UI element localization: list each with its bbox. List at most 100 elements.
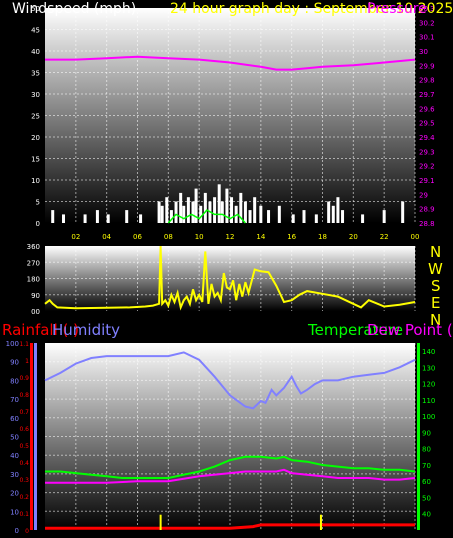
windspeed-x-tick: 10 <box>195 233 204 241</box>
windspeed-bar <box>95 210 99 223</box>
windspeed-bar <box>259 205 263 223</box>
windspeed-bar <box>230 197 234 223</box>
rain-y-tick: 0.4 <box>19 460 29 467</box>
rain-y-tick: 0.9 <box>19 375 29 382</box>
windspeed-bar <box>199 205 203 223</box>
windspeed-bar <box>174 201 178 223</box>
windspeed-y-tick: 15 <box>31 156 40 164</box>
pressure-y-tick: 29.4 <box>419 134 435 142</box>
rainfall-line <box>45 523 415 530</box>
temperature-y-tick: 80 <box>422 446 431 454</box>
rain-y-tick: 0.2 <box>19 494 29 501</box>
compass-n-top: N <box>430 243 441 261</box>
direction-tick-labels: 00 90 180 270 360 <box>27 243 40 316</box>
climate-series <box>44 351 416 530</box>
pressure-y-tick: 29.6 <box>419 105 435 113</box>
windspeed-series <box>45 55 416 224</box>
humidity-y-tick: 20 <box>10 490 19 498</box>
pressure-y-tick: 29.8 <box>419 77 435 85</box>
rain-y-tick: 0.7 <box>19 409 29 416</box>
rain-y-tick: 0.3 <box>19 477 29 484</box>
pressure-y-tick: 29.1 <box>419 177 435 185</box>
windspeed-bar <box>165 197 169 223</box>
windspeed-x-tick: 18 <box>318 233 327 241</box>
windspeed-bar <box>191 201 195 223</box>
windspeed-bar <box>157 201 161 223</box>
humidity-y-tick: 40 <box>10 452 19 460</box>
windspeed-bar <box>341 210 345 223</box>
temperature-y-tick: 100 <box>422 413 435 421</box>
gust-line <box>167 209 246 224</box>
pressure-y-tick: 29.2 <box>419 163 435 171</box>
pressure-y-tick: 30.3 <box>419 5 435 13</box>
direction-series <box>44 245 416 311</box>
windspeed-x-tick: 20 <box>349 233 358 241</box>
windspeed-x-tick: 06 <box>133 233 142 241</box>
pressure-y-tick: 28.8 <box>419 220 435 228</box>
windspeed-bar <box>51 210 55 223</box>
windspeed-y-tick: 5 <box>36 199 40 207</box>
windspeed-bar <box>62 214 65 223</box>
windspeed-x-tick: 12 <box>226 233 235 241</box>
direction-panel: 00 90 180 270 360 N W S E N <box>27 243 443 329</box>
direction-y-tick: 00 <box>31 308 40 316</box>
windspeed-bar <box>220 201 224 223</box>
pressure-y-tick: 29.3 <box>419 148 435 156</box>
direction-y-tick: 180 <box>27 276 40 284</box>
humidity-y-tick: 90 <box>10 359 19 367</box>
windspeed-bar <box>106 214 110 223</box>
windspeed-bar <box>182 205 186 223</box>
windspeed-bar <box>169 210 173 223</box>
windspeed-x-tick: 02 <box>71 233 80 241</box>
rain-y-tick: 1 <box>25 358 29 365</box>
pressure-y-tick: 30 <box>419 48 428 56</box>
windspeed-bar <box>194 188 198 223</box>
compass-w: W <box>428 260 443 278</box>
direction-line <box>44 245 416 311</box>
windspeed-panel: 0 5 10 15 20 25 30 35 40 45 50 02 04 06 08 10 12 14 16 18 20… <box>12 1 453 241</box>
windspeed-bar <box>83 214 87 223</box>
windspeed-y-tick: 10 <box>31 177 40 185</box>
windspeed-bar <box>302 210 306 223</box>
windspeed-x-tick: 04 <box>102 233 111 241</box>
windspeed-y-tick: 50 <box>31 5 40 13</box>
compass-labels: N W S E N <box>428 243 443 329</box>
compass-n-bottom: N <box>430 311 441 329</box>
windspeed-y-tick: 20 <box>31 134 40 142</box>
temperature-axis-bar <box>417 343 420 530</box>
climate-tick-labels: 0 10 20 30 40 50 60 70 80 90 100 0 0.1 0.2 0.3 0.4 0.5 0.… <box>6 340 436 535</box>
windspeed-bar <box>179 192 183 223</box>
pressure-line <box>45 55 416 71</box>
direction-grid <box>45 246 416 311</box>
temperature-y-tick: 60 <box>422 478 431 486</box>
windspeed-bar <box>243 201 247 223</box>
windspeed-bar <box>217 184 221 223</box>
rain-y-tick: 0 <box>25 528 29 535</box>
humidity-line <box>44 351 416 410</box>
windspeed-bar <box>125 210 129 223</box>
pressure-y-tick: 30.2 <box>419 19 435 27</box>
windspeed-title: Windspeed (mph) <box>12 1 136 17</box>
windspeed-y-tick: 0 <box>36 220 40 228</box>
humidity-axis-bar <box>34 343 37 530</box>
compass-e: E <box>431 294 440 312</box>
temperature-y-tick: 140 <box>422 348 435 356</box>
direction-y-tick: 360 <box>27 243 40 251</box>
pressure-y-tick: 29.7 <box>419 91 435 99</box>
windspeed-bar <box>248 210 252 223</box>
windspeed-bar <box>291 214 295 223</box>
windspeed-bar <box>253 197 257 223</box>
pressure-y-tick: 29 <box>419 191 428 199</box>
windspeed-y-tick: 35 <box>31 70 40 78</box>
humidity-label: Humidity <box>52 321 120 339</box>
pressure-label: Pressure <box>367 1 427 17</box>
rain-y-tick: 1.1 <box>19 341 29 348</box>
windspeed-tick-labels: 0 5 10 15 20 25 30 35 40 45 50 02 04 06 08 10 12 14 16 18 20… <box>31 5 435 241</box>
temperature-y-tick: 70 <box>422 462 431 470</box>
humidity-y-tick: 70 <box>10 396 19 404</box>
direction-y-tick: 90 <box>31 292 40 300</box>
humidity-y-tick: 60 <box>10 415 19 423</box>
windspeed-x-tick: 08 <box>164 233 173 241</box>
windspeed-bar <box>186 197 190 223</box>
climate-panel: 0 10 20 30 40 50 60 70 80 90 100 0 0.1 0.2 0.3 0.4 0.5 0.… <box>2 321 453 535</box>
